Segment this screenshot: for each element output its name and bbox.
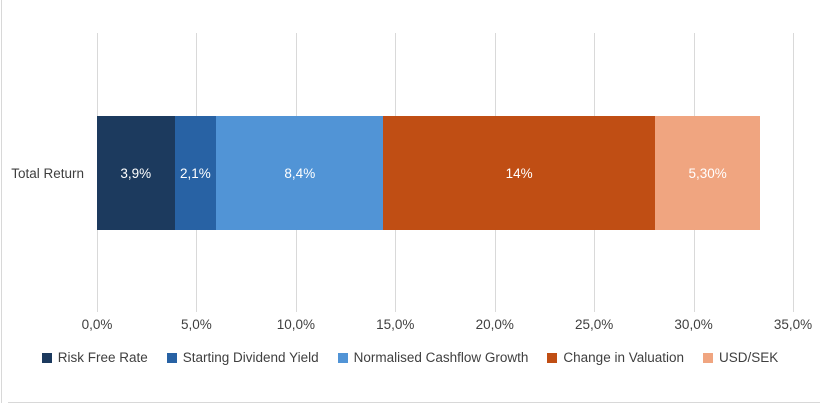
- bar-segment-data-label: 5,30%: [688, 165, 727, 181]
- x-axis-tick-label: 30,0%: [674, 317, 713, 332]
- legend-item-usd-sek: USD/SEK: [703, 350, 778, 365]
- bar-segment-risk-free-rate: 3,9%: [97, 116, 175, 230]
- x-axis-tick-label: 10,0%: [276, 317, 315, 332]
- bar-segment-data-label: 8,4%: [284, 165, 316, 181]
- x-axis-tick-label: 5,0%: [181, 317, 212, 332]
- bar-segment-usd-sek: 5,30%: [654, 116, 761, 230]
- legend-marker-square-icon: [41, 352, 52, 363]
- legend-marker-square-icon: [337, 352, 348, 363]
- bar-segment-data-label: 14%: [505, 165, 533, 181]
- bar-segment-starting-dividend-yield: 2,1%: [174, 116, 217, 230]
- legend-label: Change in Valuation: [563, 350, 684, 365]
- legend-item-normalised-cashflow-growth: Normalised Cashflow Growth: [337, 350, 529, 365]
- legend-marker-square-icon: [166, 352, 177, 363]
- x-axis-tick-label: 25,0%: [575, 317, 614, 332]
- bar-segment-normalised-cashflow-growth: 8,4%: [216, 116, 384, 230]
- legend-marker-square-icon: [547, 352, 558, 363]
- legend-item-change-in-valuation: Change in Valuation: [547, 350, 684, 365]
- x-axis-tick-label: 0,0%: [81, 317, 113, 332]
- x-axis-tick-label: 20,0%: [475, 317, 514, 332]
- legend-label: USD/SEK: [719, 350, 779, 365]
- gridline: [793, 33, 794, 312]
- page-left-edge-line: [1, 0, 2, 403]
- bar-segment-data-label: 3,9%: [120, 165, 152, 181]
- legend-label: Normalised Cashflow Growth: [353, 350, 529, 365]
- legend-label: Starting Dividend Yield: [182, 350, 319, 365]
- bar-segment-data-label: 2,1%: [180, 165, 211, 181]
- x-axis-tick-label: 15,0%: [376, 317, 415, 332]
- bar-segment-change-in-valuation: 14%: [383, 116, 655, 230]
- x-axis-tick-label: 35,0%: [773, 317, 813, 332]
- legend-item-starting-dividend-yield: Starting Dividend Yield: [166, 350, 319, 365]
- legend-label: Risk Free Rate: [57, 350, 148, 365]
- legend-item-risk-free-rate: Risk Free Rate: [41, 350, 148, 365]
- stacked-bar: 3,9% 2,1% 8,4% 14% 5,30%: [97, 116, 761, 230]
- y-axis-category-label: Total Return: [11, 165, 84, 181]
- chart-legend: Risk Free Rate Starting Dividend Yield Nor…: [0, 350, 820, 365]
- legend-marker-square-icon: [703, 352, 713, 363]
- page-bottom-edge-line: [8, 402, 820, 403]
